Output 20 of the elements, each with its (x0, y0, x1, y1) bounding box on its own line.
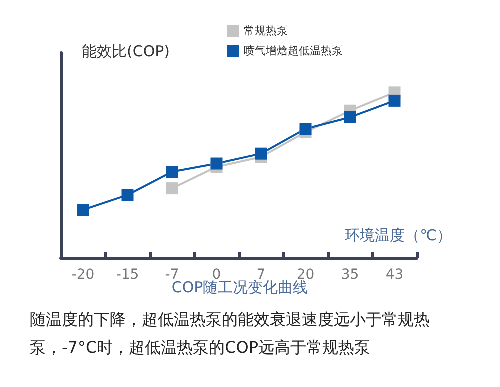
x-axis-title: 环境温度（℃） (345, 226, 452, 244)
point (166, 182, 178, 195)
x-tick-label: 35 (341, 267, 360, 283)
point (77, 204, 90, 216)
point (122, 189, 134, 202)
point (255, 148, 268, 160)
legend-label: 常规热泵 (244, 24, 288, 38)
x-tick-label: -15 (116, 267, 140, 283)
x-tick-label: 7 (256, 267, 266, 283)
y-axis-title: 能效比(COP) (82, 42, 170, 60)
point (166, 166, 178, 178)
x-tick-label: 43 (386, 267, 404, 283)
point (210, 158, 223, 170)
text: 随温度的下降，超低温热泵的能效衰退速度远小于常规热泵，-7°C时，超低温热泵的COP远高于常规热泵 (30, 309, 431, 359)
legend-label: 喷气增焓超低温热泵 (244, 44, 343, 58)
x-tick-label: -7 (165, 267, 180, 283)
point (344, 111, 356, 124)
x-tick-label: -20 (72, 267, 95, 283)
point (300, 123, 312, 136)
point (388, 94, 401, 107)
